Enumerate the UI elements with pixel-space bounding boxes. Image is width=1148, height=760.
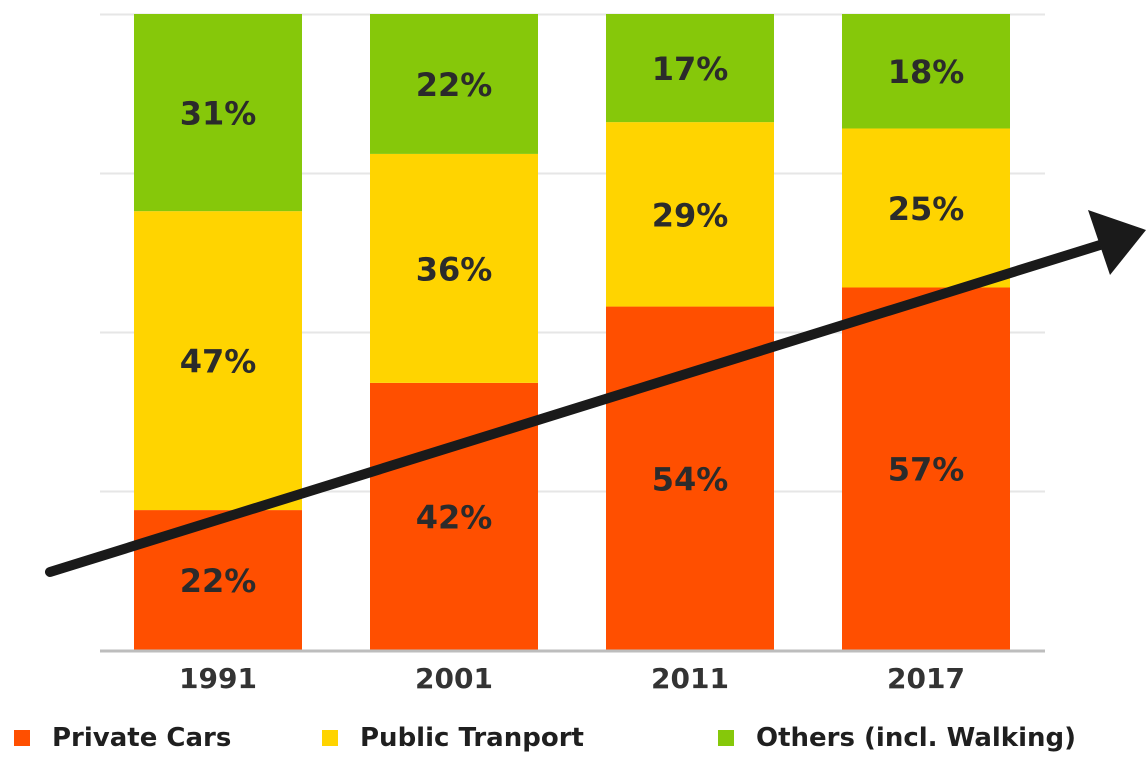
trend-arrow-shaft [45,240,1105,577]
data-label-2001-0: 42% [416,498,493,536]
bar-2011-others-incl-walking [606,14,774,123]
data-label-2017-0: 57% [888,451,965,489]
bar-2017-others-incl-walking [842,14,1010,129]
bar-1991-public-tranport [134,211,302,511]
bar-2011-public-tranport [606,122,774,307]
bar-2017-public-tranport [842,128,1010,288]
legend-swatch-private-cars [14,730,30,746]
legend-item-public-transport: Public Tranport [322,718,584,758]
legend-label-public-transport: Public Tranport [360,723,584,753]
data-label-1991-1: 47% [180,343,257,381]
data-label-2017-1: 25% [888,190,965,228]
stacked-bar-chart: 22% 47% 31% 42% 36% 22% 54% 29% 17% 57% 25% 18% 1991… [45,13,1146,695]
bar-2001-public-tranport [370,153,538,383]
data-label-1991-2: 31% [180,95,257,133]
data-label-2001-1: 36% [416,250,493,288]
legend-label-private-cars: Private Cars [52,723,232,753]
legend: Private Cars Public Tranport Others (inc… [0,718,1148,758]
data-label-2017-2: 18% [888,53,965,91]
legend-item-others: Others (incl. Walking) [718,718,1076,758]
data-label-1991-0: 22% [180,562,257,600]
x-tick-label-1991: 1991 [179,662,257,695]
trend-arrow-head [1088,210,1146,275]
data-label-2011-0: 54% [652,460,729,498]
x-tick-label-2001: 2001 [415,662,493,695]
legend-swatch-others [718,730,734,746]
bar-2011-private-cars [606,306,774,650]
x-tick-label-2011: 2011 [651,662,729,695]
data-label-2011-1: 29% [652,196,729,234]
data-label-2001-2: 22% [416,66,493,104]
bar-2017-private-cars [842,287,1010,650]
x-tick-label-2017: 2017 [887,662,965,695]
bar-1991-others-incl-walking [134,14,302,212]
legend-item-private-cars: Private Cars [14,718,231,758]
bar-2001-others-incl-walking [370,14,538,154]
legend-label-others: Others (incl. Walking) [756,723,1076,753]
data-label-2011-2: 17% [652,50,729,88]
legend-swatch-public-transport [322,730,338,746]
